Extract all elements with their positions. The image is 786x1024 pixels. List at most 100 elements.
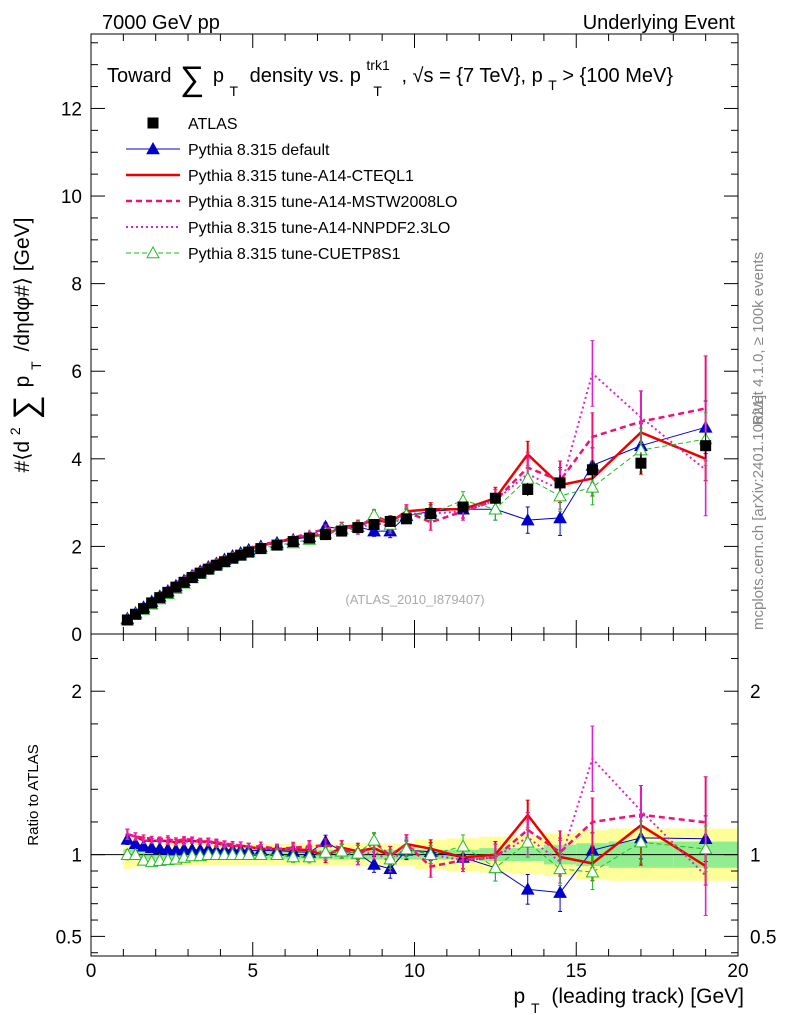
data-point bbox=[698, 841, 713, 855]
xlabel-part: (leading track) [GeV] bbox=[551, 985, 744, 1008]
y-tick-label: 2 bbox=[71, 537, 82, 558]
atlas-data-point bbox=[255, 543, 267, 555]
legend-label: Pythia 8.315 tune-A14-MSTW2008LO bbox=[188, 194, 457, 211]
atlas-data-point bbox=[170, 581, 182, 593]
atlas-data-point bbox=[320, 529, 332, 541]
title-part: density vs. p bbox=[250, 65, 361, 87]
ratio-y-tick-label: 0.5 bbox=[56, 927, 82, 948]
legend-marker bbox=[146, 141, 160, 155]
series-line bbox=[126, 431, 707, 620]
atlas-data-point bbox=[154, 592, 166, 604]
data-point bbox=[585, 480, 600, 493]
ratio-y-tick-label: 2 bbox=[750, 682, 761, 703]
x-tick-label: 20 bbox=[727, 961, 748, 982]
data-point bbox=[217, 847, 232, 860]
data-point bbox=[488, 502, 503, 515]
data-point bbox=[553, 510, 567, 524]
atlas-data-point bbox=[235, 549, 247, 561]
atlas-data-point bbox=[352, 522, 364, 534]
header-left: 7000 GeV pp bbox=[102, 12, 220, 34]
data-point bbox=[233, 847, 248, 860]
atlas-data-point bbox=[586, 464, 598, 476]
title-subscript: T bbox=[548, 77, 557, 93]
data-point bbox=[201, 847, 216, 860]
x-tick-label: 15 bbox=[566, 961, 587, 982]
atlas-data-point bbox=[243, 546, 255, 558]
ratio-y-tick-label: 2 bbox=[71, 682, 82, 703]
data-point bbox=[253, 847, 268, 860]
data-point bbox=[520, 882, 535, 895]
data-point bbox=[351, 846, 365, 859]
ylabel-part: p bbox=[11, 376, 34, 388]
ratio-y-axis-label: Ratio to ATLAS bbox=[25, 744, 42, 845]
data-point bbox=[144, 840, 159, 854]
data-point bbox=[241, 847, 256, 860]
atlas-data-point bbox=[384, 515, 396, 527]
title-part: > {100 MeV} bbox=[562, 65, 673, 87]
y-tick-label: 12 bbox=[61, 99, 82, 120]
legend: ATLAS Pythia 8.315 default Pythia 8.315 tu… bbox=[126, 116, 457, 263]
main-series-group bbox=[120, 340, 713, 626]
atlas-data-point bbox=[287, 536, 299, 548]
ratio-y-tick-label: 1 bbox=[750, 846, 761, 867]
series-line bbox=[126, 371, 707, 619]
atlas-data-point bbox=[162, 586, 174, 598]
title-subscript: T bbox=[373, 83, 382, 99]
atlas-data-point bbox=[368, 519, 380, 531]
atlas-data-point bbox=[178, 576, 190, 588]
y-tick-label: 10 bbox=[61, 187, 82, 208]
data-point bbox=[318, 845, 333, 858]
title-part: p bbox=[213, 65, 224, 87]
data-point bbox=[553, 861, 567, 875]
ratio-y-tick-label: 1 bbox=[71, 846, 82, 867]
data-point bbox=[334, 844, 349, 857]
ratio-series-group bbox=[120, 725, 713, 916]
atlas-data-point bbox=[271, 539, 283, 551]
series-line bbox=[126, 407, 706, 620]
data-point bbox=[399, 842, 414, 855]
data-point bbox=[286, 849, 301, 863]
atlas-data-point bbox=[218, 556, 230, 568]
title-superscript: trk1 bbox=[366, 57, 390, 73]
rivet-label: Rivet 4.1.0, ≥ 100k events bbox=[750, 252, 767, 425]
legend-label: ATLAS bbox=[188, 116, 238, 133]
mcplots-label: mcplots.cern.ch [arXiv:2401.10621] bbox=[750, 395, 767, 630]
legend-label: Pythia 8.315 tune-A14-NNPDF2.3LO bbox=[188, 220, 450, 237]
series-line bbox=[127, 438, 706, 621]
y-tick-label: 6 bbox=[71, 362, 82, 383]
atlas-data-point bbox=[457, 501, 469, 513]
x-axis-label: p T (leading track) [GeV] bbox=[513, 985, 744, 1018]
legend-marker bbox=[147, 117, 159, 129]
data-point bbox=[553, 885, 567, 898]
ratio-y-tick-label: 0.5 bbox=[750, 927, 776, 948]
atlas-data-point bbox=[522, 483, 534, 495]
plot-title: Toward ∑ p T density vs. p trk1 T , √s =… bbox=[107, 53, 673, 101]
data-point bbox=[136, 839, 151, 852]
ratio-series-line bbox=[127, 839, 706, 873]
atlas-data-point bbox=[336, 525, 348, 537]
atlas-data-point bbox=[121, 614, 133, 626]
data-point bbox=[456, 839, 470, 852]
data-point bbox=[367, 524, 381, 537]
analysis-tag: (ATLAS_2010_I879407) bbox=[345, 592, 484, 607]
atlas-data-point bbox=[186, 572, 198, 584]
x-tick-label: 0 bbox=[86, 961, 97, 982]
data-point bbox=[383, 852, 398, 865]
axis-ticks bbox=[90, 34, 739, 956]
data-point bbox=[367, 507, 381, 521]
x-tick-label: 10 bbox=[404, 961, 425, 982]
x-tick-label: 5 bbox=[247, 961, 258, 982]
atlas-data-point bbox=[129, 608, 141, 620]
data-point bbox=[585, 865, 600, 878]
atlas-data-point bbox=[138, 603, 150, 615]
header-right: Underlying Event bbox=[583, 12, 736, 34]
atlas-data-point bbox=[635, 457, 647, 469]
atlas-data-point bbox=[227, 552, 239, 564]
atlas-data-point bbox=[194, 567, 206, 579]
legend-label: Pythia 8.315 tune-A14-CTEQL1 bbox=[188, 168, 414, 185]
atlas-data-point bbox=[400, 513, 412, 525]
atlas-data-point bbox=[700, 440, 712, 452]
data-point bbox=[520, 513, 535, 526]
atlas-data-point bbox=[202, 563, 214, 575]
